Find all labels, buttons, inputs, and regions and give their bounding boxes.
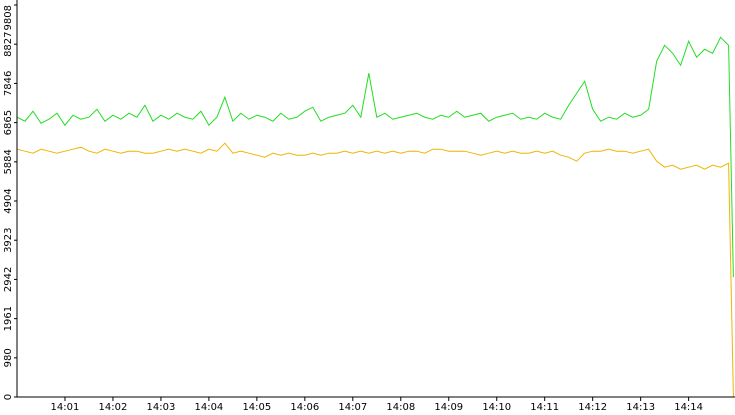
- plot-background: [17, 0, 735, 397]
- x-tick-label: 14:02: [99, 402, 128, 413]
- series-line: [16, 142, 734, 398]
- x-tick-label: 14:12: [578, 402, 607, 413]
- x-tick-label: 14:04: [194, 402, 223, 413]
- y-tick-label: 5884: [3, 149, 14, 174]
- x-tick-label: 14:14: [674, 402, 703, 413]
- y-tick-label: 1961: [3, 306, 14, 331]
- y-tick-label: 9808: [3, 5, 14, 30]
- x-tick-label: 14:13: [626, 402, 655, 413]
- x-tick-label: 14:03: [147, 402, 176, 413]
- x-tick-label: 14:09: [434, 402, 463, 413]
- y-tick-label: 8827: [3, 31, 14, 56]
- x-tick-label: 14:06: [290, 402, 319, 413]
- x-tick-label: 14:10: [482, 402, 511, 413]
- x-tick-label: 14:01: [51, 402, 80, 413]
- y-tick-label: 4904: [3, 188, 14, 213]
- x-tick-label: 14:08: [386, 402, 415, 413]
- y-tick-label: 980: [3, 348, 14, 367]
- x-tick-label: 14:05: [242, 402, 271, 413]
- y-tick-label: 3923: [3, 227, 14, 252]
- x-tick-label: 14:11: [530, 402, 559, 413]
- series-line: [16, 36, 734, 278]
- y-tick-label: 6865: [3, 110, 14, 135]
- y-tick-label: 0: [3, 394, 14, 400]
- x-tick-label: 14:07: [338, 402, 367, 413]
- y-tick-label: 2942: [3, 267, 14, 292]
- y-tick-label: 7846: [3, 71, 14, 96]
